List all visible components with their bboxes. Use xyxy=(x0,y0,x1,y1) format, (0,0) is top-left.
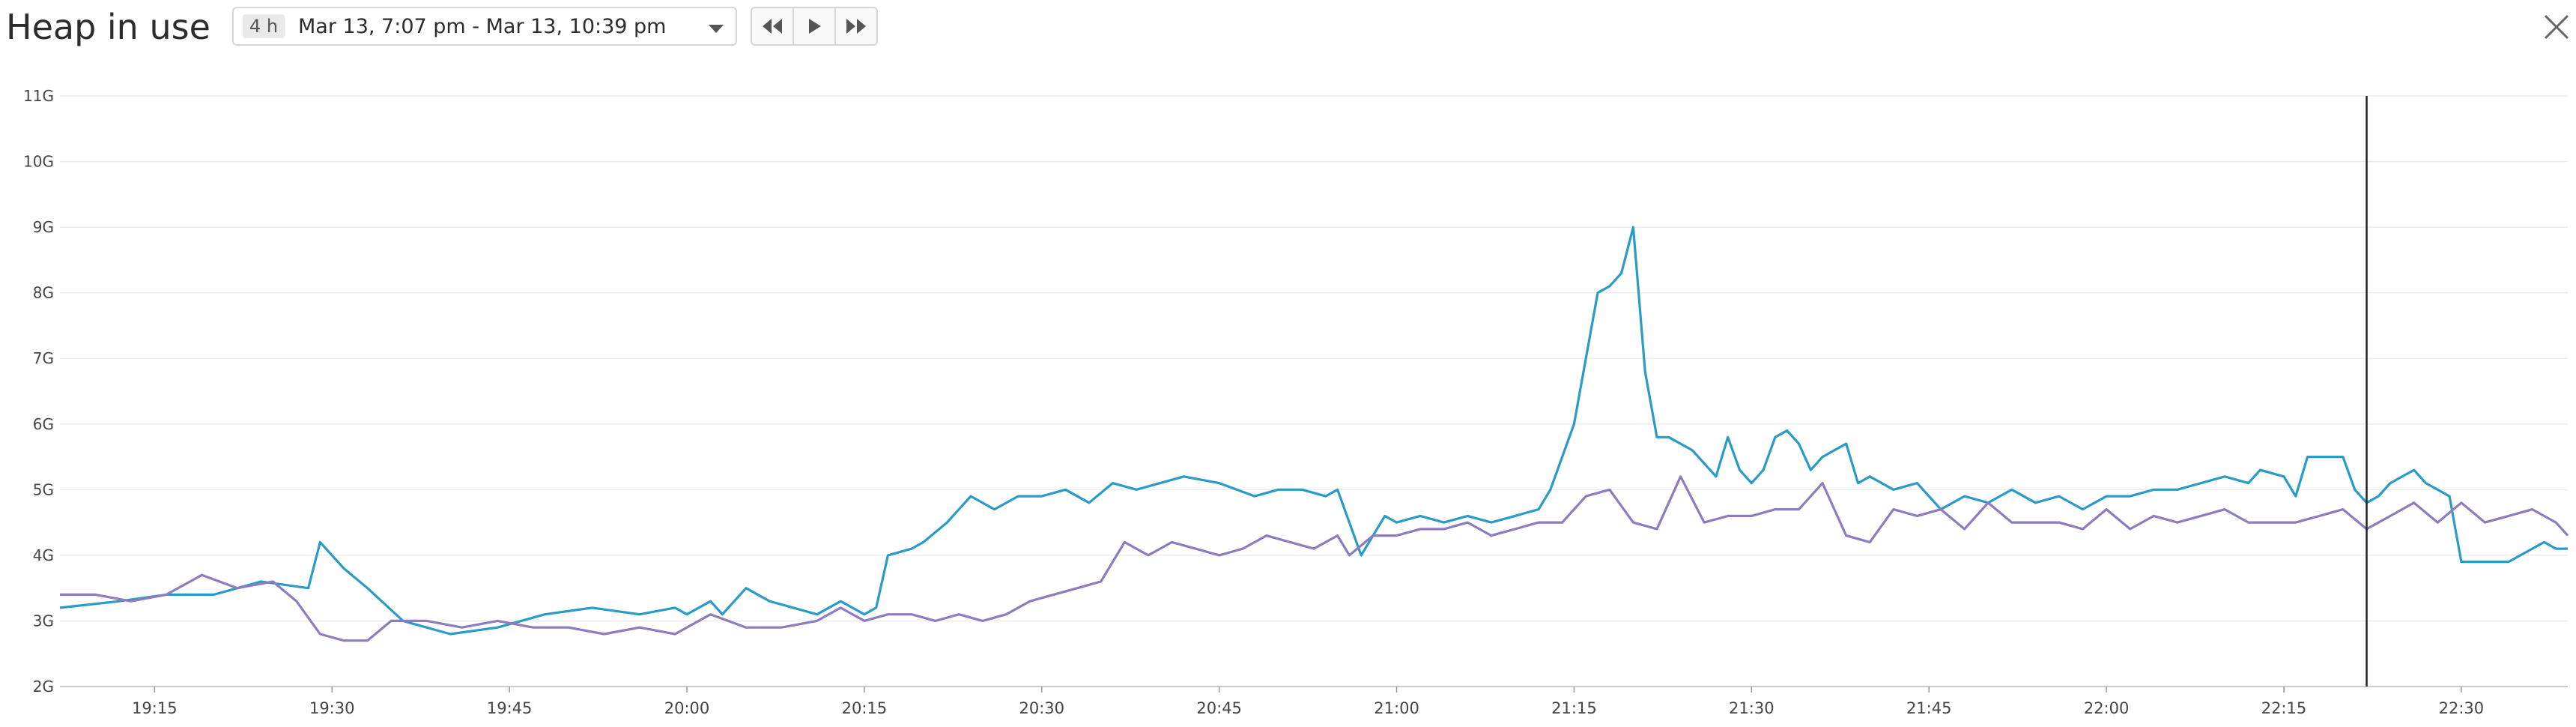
y-tick-label: 4G xyxy=(33,546,54,564)
x-tick-label: 21:45 xyxy=(1906,699,1952,717)
x-tick-label: 22:00 xyxy=(2084,699,2130,717)
close-icon xyxy=(2544,14,2569,40)
chevron-down-icon xyxy=(709,25,724,33)
range-duration-chip: 4 h xyxy=(243,14,285,38)
x-tick-label: 20:15 xyxy=(842,699,888,717)
x-tick-label: 21:30 xyxy=(1729,699,1775,717)
x-tick-label: 19:45 xyxy=(487,699,533,717)
y-tick-label: 11G xyxy=(23,87,54,105)
rewind-button[interactable] xyxy=(752,8,794,44)
time-navigation xyxy=(751,7,878,46)
x-tick-label: 19:30 xyxy=(309,699,355,717)
x-tick-label: 21:00 xyxy=(1374,699,1419,717)
range-text: Mar 13, 7:07 pm - Mar 13, 10:39 pm xyxy=(298,15,667,38)
y-tick-label: 9G xyxy=(33,218,54,236)
x-tick-label: 20:45 xyxy=(1196,699,1242,717)
x-tick-label: 22:15 xyxy=(2261,699,2307,717)
x-tick-label: 21:15 xyxy=(1551,699,1597,717)
x-tick-label: 20:00 xyxy=(664,699,710,717)
play-icon xyxy=(809,19,821,34)
y-tick-label: 2G xyxy=(33,678,54,696)
y-tick-label: 5G xyxy=(33,480,54,498)
page-title: Heap in use xyxy=(6,7,210,47)
x-tick-label: 20:30 xyxy=(1019,699,1065,717)
rewind-icon xyxy=(763,19,782,34)
x-tick-label: 22:30 xyxy=(2439,699,2485,717)
x-tick-label: 19:15 xyxy=(132,699,178,717)
series-group xyxy=(59,226,2569,642)
y-tick-label: 10G xyxy=(23,153,54,171)
play-button[interactable] xyxy=(794,8,836,44)
series-line-2 xyxy=(60,475,2569,642)
y-tick-label: 6G xyxy=(33,415,54,433)
y-tick-label: 7G xyxy=(33,349,54,367)
gridlines xyxy=(60,95,2568,687)
y-axis: 2G 3G 4G 5G 6G 7G 8G 9G 10G 11G xyxy=(23,87,54,696)
y-tick-label: 3G xyxy=(33,612,54,630)
series-line-1 xyxy=(59,226,2568,636)
fast-forward-button[interactable] xyxy=(836,8,876,44)
y-tick-label: 8G xyxy=(33,284,54,302)
fast-forward-icon xyxy=(846,19,866,34)
time-range-selector[interactable]: 4 h Mar 13, 7:07 pm - Mar 13, 10:39 pm xyxy=(232,7,737,46)
close-button[interactable] xyxy=(2542,13,2571,41)
x-axis: 19:15 19:30 19:45 20:00 20:15 20:30 20:45 21:00… xyxy=(132,687,2484,717)
